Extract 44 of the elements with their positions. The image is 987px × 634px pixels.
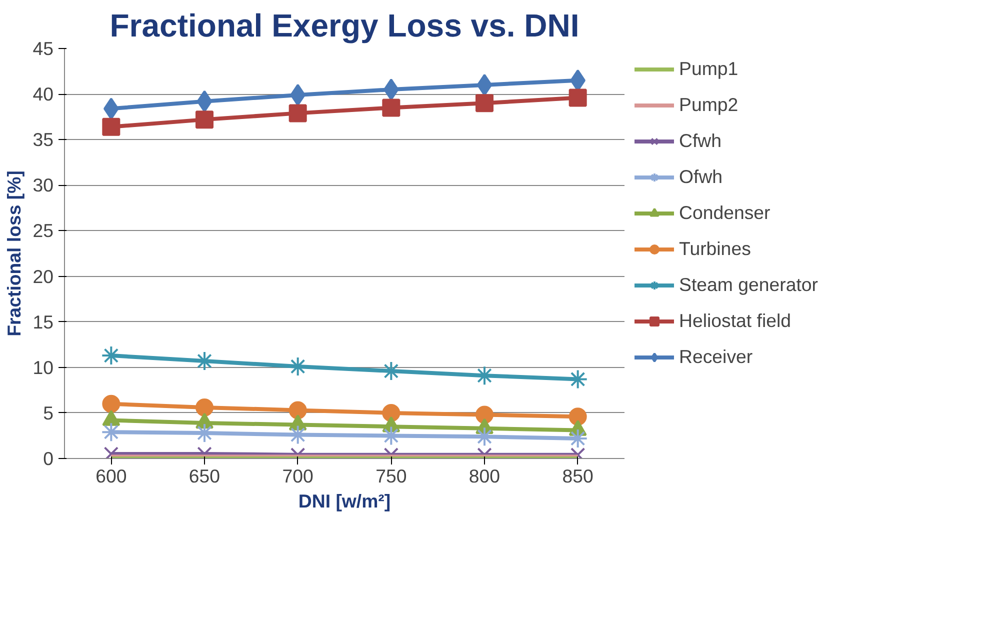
y-tick-label: 35 <box>32 129 54 150</box>
point <box>102 394 120 413</box>
legend-label: Turbines <box>679 238 752 260</box>
point <box>196 398 214 416</box>
y-tick-label: 25 <box>32 220 54 242</box>
x-tick-label: 600 <box>96 466 127 486</box>
point <box>476 74 492 96</box>
point <box>288 104 307 122</box>
chart-title: Fractional Exergy Loss vs. DNI <box>110 8 580 44</box>
legend-label: Receiver <box>679 346 754 368</box>
y-tick-label: 45 <box>32 38 54 59</box>
y-tick-label: 30 <box>32 174 54 196</box>
y-tick-label: 40 <box>32 84 54 105</box>
x-tick-label: 750 <box>376 466 407 486</box>
point <box>288 401 307 420</box>
x-tick-label: 850 <box>562 466 594 486</box>
legend-label: Pump2 <box>679 94 740 116</box>
point <box>104 446 119 458</box>
legend-label: Steam generator <box>679 274 819 296</box>
y-axis-title: Fractional loss [%] <box>4 170 25 336</box>
point <box>476 406 494 424</box>
point <box>382 98 400 117</box>
x-tick-label: 650 <box>188 466 220 486</box>
legend-label: Pump1 <box>679 58 740 80</box>
point <box>384 78 399 100</box>
y-tick-label: 20 <box>32 266 54 287</box>
point <box>102 118 120 136</box>
legend-label: Ofwh <box>679 166 724 188</box>
point <box>568 88 587 107</box>
legend-label: Cfwh <box>679 130 723 152</box>
x-tick-label: 800 <box>468 466 500 486</box>
x-tick-label: 700 <box>282 466 314 486</box>
y-tick-label: 5 <box>43 402 54 424</box>
point <box>476 94 494 112</box>
y-tick-label: 0 <box>43 448 54 469</box>
y-tick-label: 15 <box>32 311 54 332</box>
point <box>196 90 212 112</box>
x-axis-title: DNI [w/m²] <box>298 490 391 512</box>
y-tick-label: 10 <box>32 356 54 378</box>
point <box>568 408 587 426</box>
legend-label: Condenser <box>679 202 772 224</box>
legend-label: Heliostat field <box>679 310 792 332</box>
point <box>196 110 214 129</box>
point <box>382 404 400 422</box>
